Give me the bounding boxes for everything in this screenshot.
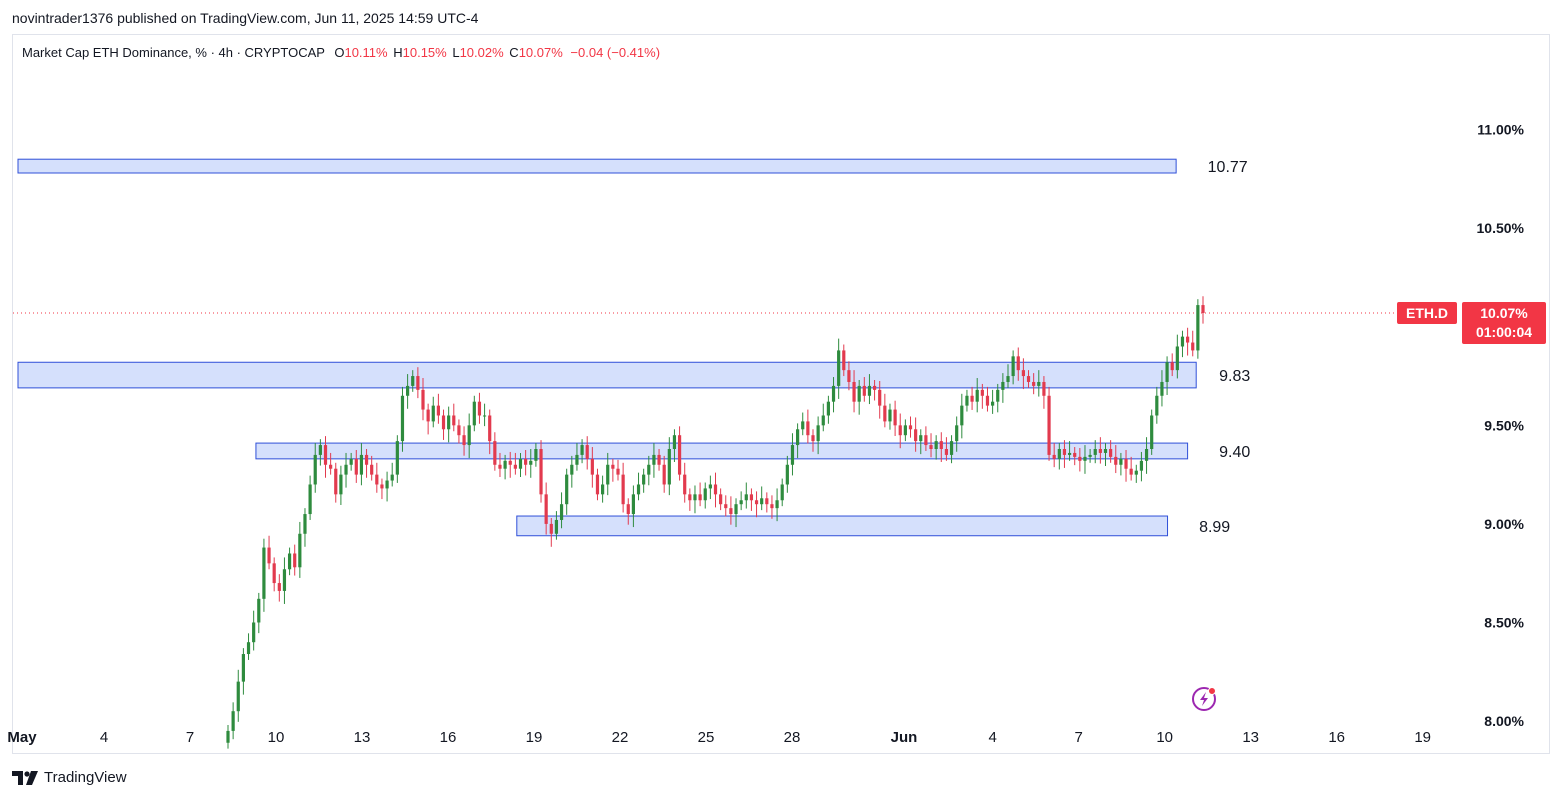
legend-c-label: C (509, 45, 519, 60)
legend-o-label: O (334, 45, 345, 60)
legend-title: Market Cap ETH Dominance, % · 4h · CRYPT… (22, 45, 325, 60)
tradingview-logo[interactable]: TradingView (12, 769, 127, 786)
chart-frame[interactable] (12, 34, 1550, 754)
tradingview-logo-icon (12, 770, 38, 785)
legend-low-value: 10.02% (459, 45, 504, 60)
symbol-legend: Market Cap ETH Dominance, % · 4h · CRYPT… (22, 45, 660, 60)
published-by-header: novintrader1376 published on TradingView… (12, 10, 479, 26)
legend-high-value: 10.15% (402, 45, 447, 60)
legend-h-label: H (393, 45, 403, 60)
legend-change-value: −0.04 (−0.41%) (570, 45, 661, 60)
legend-l-label: L (452, 45, 460, 60)
tradingview-logo-text: TradingView (44, 769, 127, 786)
legend-close-value: 10.07% (518, 45, 563, 60)
legend-open-value: 10.11% (344, 45, 388, 60)
